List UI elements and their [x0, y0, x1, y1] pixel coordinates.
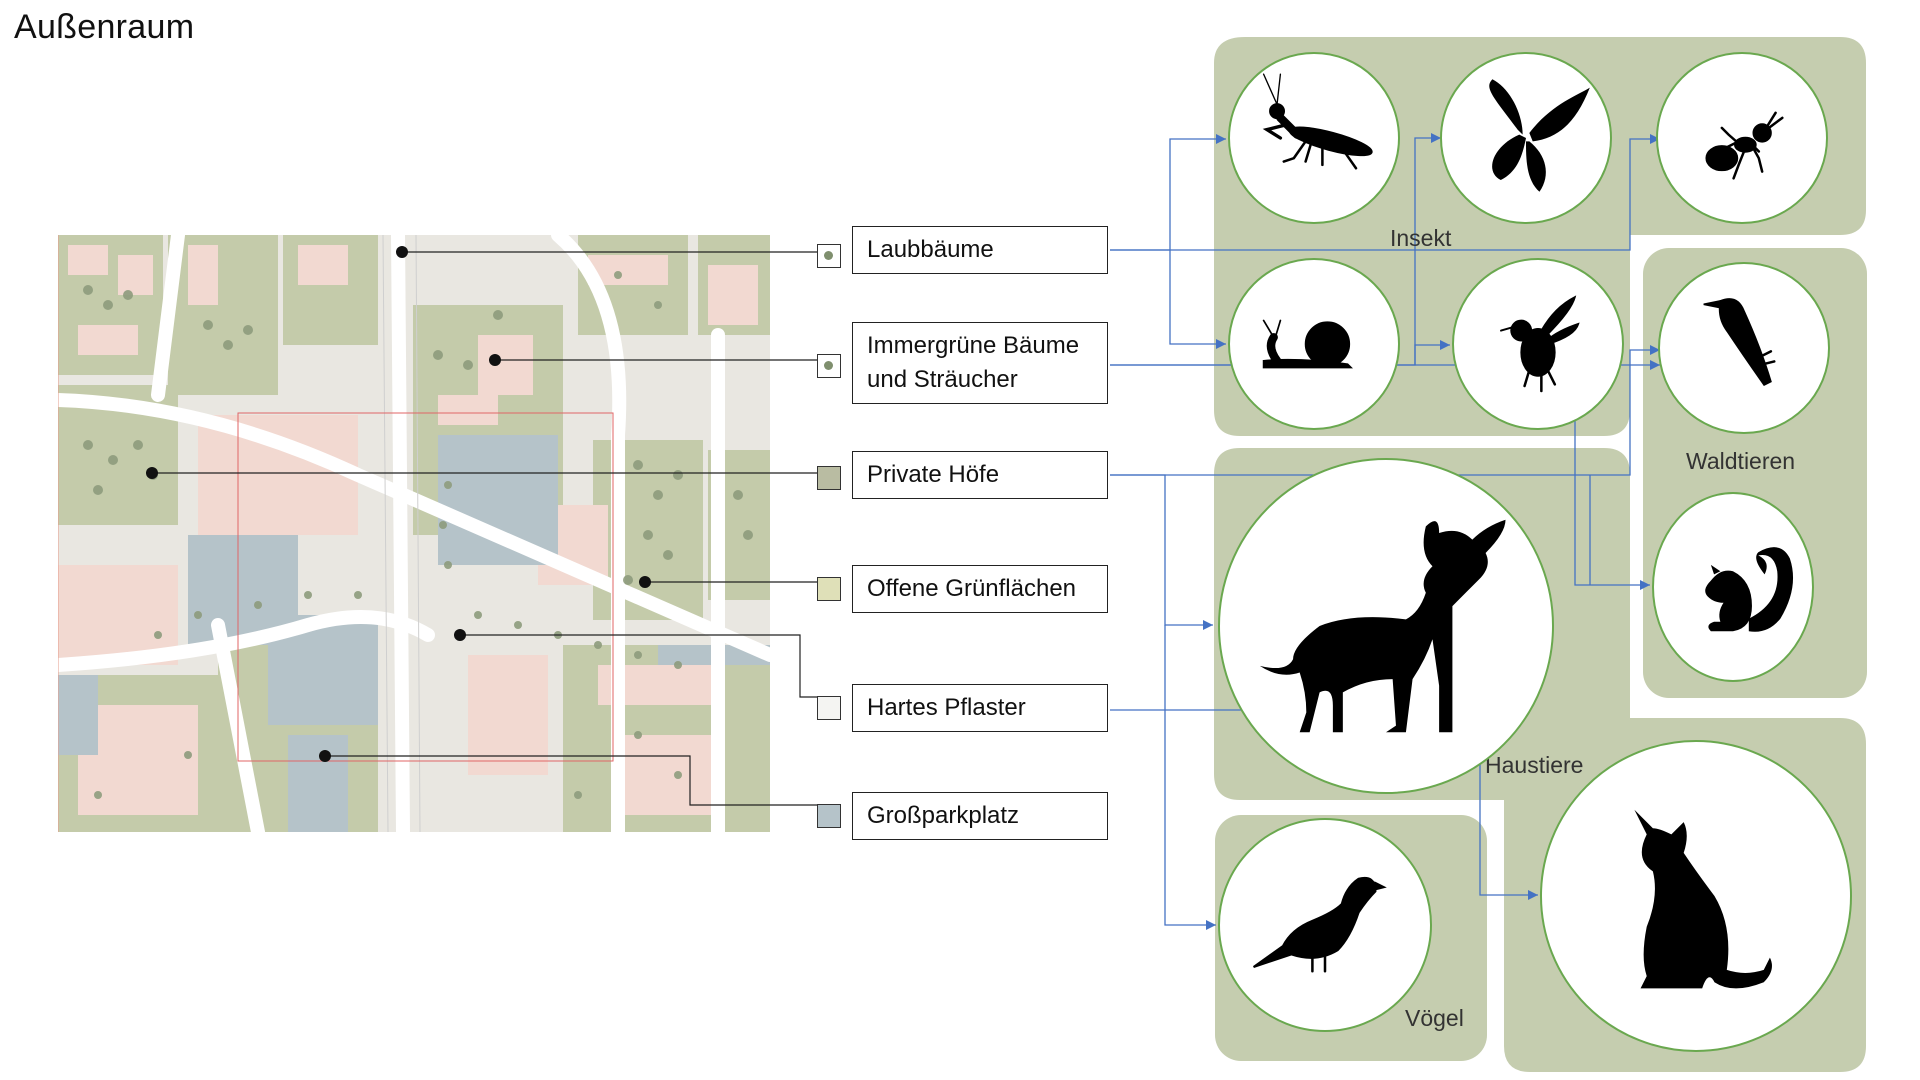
- pigeon-icon: [1218, 818, 1432, 1032]
- legend-label-laubbaeume: Laubbäume: [852, 226, 1108, 274]
- legend-swatch-offene-gruenflaechen: [817, 577, 841, 601]
- dog-icon: [1218, 458, 1554, 794]
- legend-swatch-grossparkplatz: [817, 804, 841, 828]
- legend-label-hartes-pflaster: Hartes Pflaster: [852, 684, 1108, 732]
- group-label-haustiere: Haustiere: [1485, 752, 1584, 778]
- legend-label-grossparkplatz: Großparkplatz: [852, 792, 1108, 840]
- snail-icon: [1228, 258, 1400, 430]
- butterfly-icon: [1440, 52, 1612, 224]
- legend-swatch-hartes-pflaster: [817, 696, 841, 720]
- legend-label-offene-gruenflaechen: Offene Grünflächen: [852, 565, 1108, 613]
- squirrel-icon: [1652, 492, 1814, 682]
- legend-swatch-private-hoefe: [817, 466, 841, 490]
- legend-swatch-laubbaeume: [817, 244, 841, 268]
- cat-icon: [1540, 740, 1852, 1052]
- group-label-voegel: Vögel: [1405, 1005, 1464, 1031]
- mantis-icon: [1228, 52, 1400, 224]
- bee-icon: [1452, 258, 1624, 430]
- group-label-waldtieren: Waldtieren: [1686, 448, 1796, 474]
- site-plan-drawing: [58, 235, 770, 832]
- legend-label-private-hoefe: Private Höfe: [852, 451, 1108, 499]
- site-plan-map: [58, 235, 770, 832]
- tree-dot-icon: [824, 361, 833, 370]
- woodpecker-icon: [1658, 262, 1830, 434]
- legend-swatch-immergruen: [817, 354, 841, 378]
- page-title: Außenraum: [14, 8, 195, 46]
- legend-label-immergruen: Immergrüne Bäume und Sträucher: [852, 322, 1108, 404]
- group-label-insekt: Insekt: [1390, 225, 1452, 251]
- ant-icon: [1656, 52, 1828, 224]
- tree-dot-icon: [824, 251, 833, 260]
